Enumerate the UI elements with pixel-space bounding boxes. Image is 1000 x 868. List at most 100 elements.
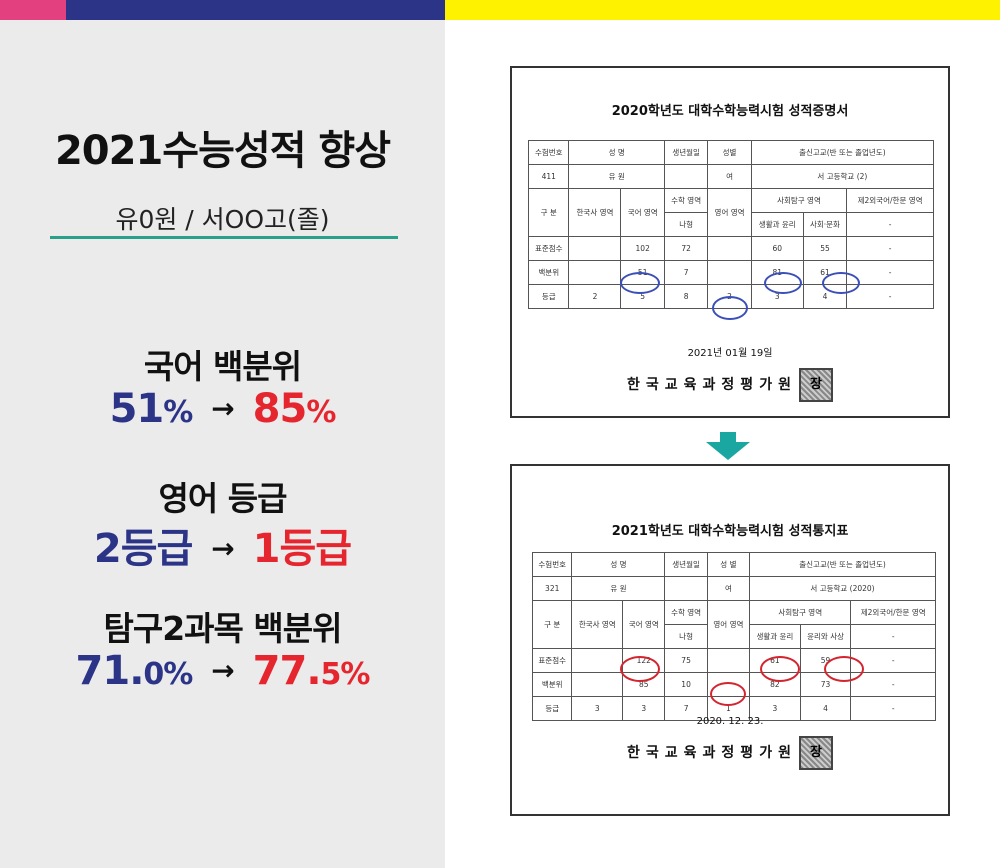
doc1-col-header: 국어 영역: [620, 188, 665, 237]
doc1-col-header: 사회탐구 영역: [750, 188, 848, 213]
table-cell: -: [846, 284, 934, 309]
doc2-info-cell: 유 원: [571, 576, 666, 601]
table-cell: 75: [664, 648, 708, 673]
down-arrow-icon: [706, 432, 750, 460]
table-cell: 백분위: [531, 672, 573, 697]
doc2-info-cell: 321: [531, 576, 573, 601]
doc1-info-cell: 유 원: [568, 164, 665, 189]
top-bar-pink: [0, 0, 66, 20]
stat-arrow-icon: →: [211, 654, 234, 687]
table-cell: 표준점수: [531, 648, 573, 673]
doc2-col-header: 제2외국어/한문 영역: [850, 600, 936, 625]
doc2-highlight-circle: [824, 656, 864, 682]
stat-arrow-icon: →: [211, 532, 234, 565]
table-cell: 표준점수: [527, 236, 570, 261]
stat-english-label: 영어 등급: [158, 479, 288, 518]
doc2-highlight-circle: [620, 656, 660, 682]
table-row: 표준점수 122 75 61 59-: [531, 648, 936, 673]
table-cell: 백분위: [527, 260, 570, 285]
doc2-col-header: 구 분: [531, 600, 573, 649]
title-divider: [50, 236, 398, 239]
doc1-head-cell: 생년월일: [663, 140, 709, 165]
top-bar-yellow: [445, 0, 1000, 20]
table-cell: 3: [571, 696, 624, 721]
stat-arrow-icon: →: [211, 392, 234, 425]
table-cell: [571, 648, 624, 673]
table-row: 백분위 51 7 81 61-: [527, 260, 934, 285]
doc1-date: 2021년 01월 19일: [687, 348, 773, 359]
doc2-head-cell: 생년월일: [664, 552, 708, 577]
stat-inquiry-after: 77.5%: [252, 648, 371, 694]
stat-english-after: 1등급: [252, 526, 352, 572]
table-cell: 7: [663, 260, 709, 285]
doc2-subject-1: 생활과 윤리: [749, 624, 801, 649]
table-cell: 60: [750, 236, 804, 261]
doc1-col-header: 수학 영역: [663, 188, 709, 213]
doc1-head-cell: 수험번호: [527, 140, 570, 165]
left-panel: [0, 20, 445, 868]
table-cell: [568, 236, 622, 261]
doc1-col-header: 제2외국어/한문 영역: [846, 188, 934, 213]
doc2-title: 2021학년도 대학수학능력시험 성적통지표: [611, 524, 849, 539]
doc2-col-header: 사회탐구 영역: [749, 600, 852, 625]
doc1-col-header: 영어 영역: [707, 188, 752, 237]
doc2-highlight-circle: [760, 656, 800, 682]
stat-inquiry-label: 탐구2과목 백분위: [103, 609, 343, 648]
doc2-issuer: 한국교육과정평가원 장: [512, 736, 948, 770]
table-cell: 등급: [527, 284, 570, 309]
doc2-head-cell: 성 명: [571, 552, 666, 577]
doc1-title: 2020학년도 대학수학능력시험 성적증명서: [611, 104, 849, 119]
stat-inquiry-values: 71.0% → 77.5%: [0, 648, 445, 694]
doc2-col-header: 영어 영역: [706, 600, 751, 649]
stat-inquiry-before: 71.0%: [75, 648, 194, 694]
doc1-col-header: 구 분: [527, 188, 570, 237]
doc1-subject-1: 생활과 윤리: [750, 212, 804, 237]
table-cell: [706, 648, 751, 673]
doc1-highlight-circle: [620, 272, 660, 294]
doc1-col-header: 한국사 영역: [568, 188, 622, 237]
table-cell: 3: [749, 696, 801, 721]
doc2-head-cell: 출신고교(반 또는 졸업년도): [749, 552, 936, 577]
doc1-cell: -: [846, 212, 934, 237]
doc1-subject-2: 사회·문화: [802, 212, 848, 237]
doc1-head-cell: 성 명: [568, 140, 665, 165]
doc2-col-header: 수학 영역: [664, 600, 708, 625]
table-cell: 4: [799, 696, 852, 721]
doc2-col-header: 한국사 영역: [571, 600, 624, 649]
table-row: 표준점수 102 72 60 55-: [527, 236, 934, 261]
doc1-highlight-circle: [822, 272, 860, 294]
top-color-bar: [0, 0, 1000, 20]
score-report-2021: 2021학년도 대학수학능력시험 성적통지표 수험번호 성 명 생년월일 성 별…: [510, 464, 950, 816]
table-cell: -: [846, 236, 934, 261]
doc2-info-cell: [664, 576, 708, 601]
doc1-info-cell: [663, 164, 709, 189]
table-cell: [571, 672, 624, 697]
doc1-highlight-circle: [764, 272, 802, 294]
page-title: 2021수능성적 향상: [54, 128, 391, 174]
table-cell: 3: [622, 696, 666, 721]
stat-korean-before: 51%: [109, 386, 194, 432]
doc1-info-cell: 411: [527, 164, 570, 189]
doc2-head-cell: 수험번호: [531, 552, 573, 577]
official-seal-icon: 장: [798, 368, 833, 402]
doc1-info-cell: 여: [707, 164, 752, 189]
doc1-issuer: 한국교육과정평가원 장: [512, 368, 948, 402]
stat-korean-after: 85%: [252, 386, 337, 432]
stat-korean-values: 51% → 85%: [0, 386, 445, 432]
table-cell: 등급: [531, 696, 573, 721]
table-cell: [568, 260, 622, 285]
table-cell: [707, 260, 752, 285]
student-subtitle: 유0원 / 서OO고(졸): [115, 205, 330, 234]
table-cell: 102: [620, 236, 665, 261]
doc2-highlight-circle: [710, 682, 746, 706]
doc1-highlight-circle: [712, 296, 748, 320]
score-certificate-2020: 2020학년도 대학수학능력시험 성적증명서 수험번호 성 명 생년월일 성별 …: [510, 66, 950, 418]
doc2-math-type: 나형: [664, 624, 708, 649]
doc1-head-cell: 성별: [707, 140, 752, 165]
table-cell: 55: [802, 236, 848, 261]
table-cell: [707, 236, 752, 261]
doc1-math-type: 나형: [663, 212, 709, 237]
stat-english-before: 2등급: [93, 526, 193, 572]
doc2-subject-2: 윤리와 사상: [799, 624, 852, 649]
